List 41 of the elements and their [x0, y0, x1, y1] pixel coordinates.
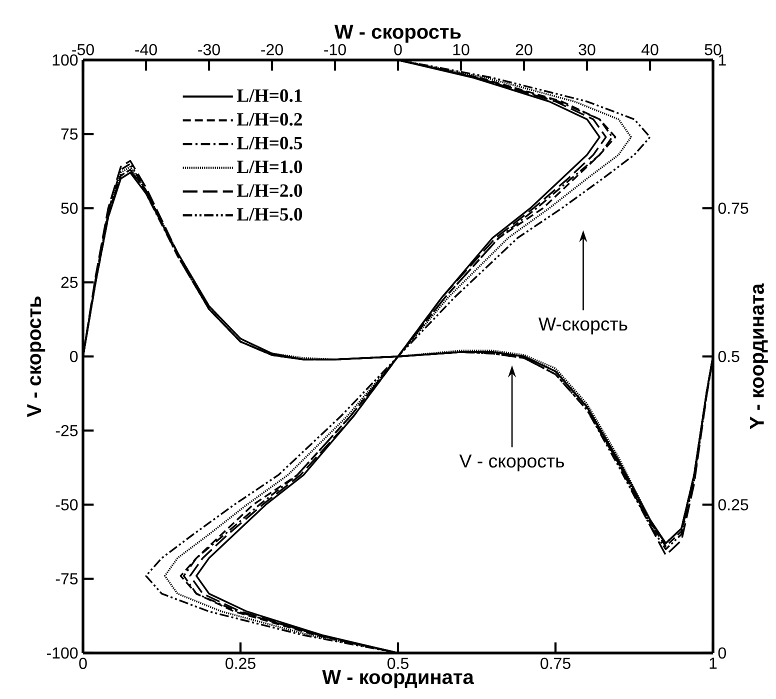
- y-tick-label: -75: [56, 573, 78, 584]
- x-tick-label: 0: [394, 44, 402, 56]
- legend-label: L/H=2.0: [236, 184, 302, 197]
- y-tick-label: 0: [718, 647, 726, 659]
- y-tick-label: 50: [61, 202, 78, 214]
- y-tick-label: -100: [46, 647, 78, 659]
- legend-label: L/H=5.0: [236, 208, 302, 221]
- y-tick-label: 25: [61, 276, 78, 288]
- x-tick-label: -30: [198, 44, 220, 56]
- y-axis-title: V - скорость: [27, 296, 46, 418]
- y-tick-label: 100: [52, 54, 78, 66]
- y-tick-label: 75: [61, 128, 78, 140]
- x-axis-title: W - скорость: [334, 24, 461, 43]
- y-tick-label: 1: [718, 54, 726, 66]
- x-tick-label: 0.5: [388, 658, 408, 670]
- x-tick-label: 0.75: [540, 658, 570, 670]
- x-axis-title: W - координата: [322, 670, 474, 688]
- legend-label: L/H=0.2: [236, 113, 302, 126]
- x-tick-label: -20: [261, 44, 283, 56]
- x-tick-label: 1: [710, 658, 717, 669]
- legend-label: L/H=1.0: [236, 160, 302, 174]
- legend-label: L/H=0.1: [236, 89, 302, 102]
- annotation: W-скорсть: [538, 318, 628, 334]
- x-tick-label: 40: [641, 44, 658, 56]
- y-axis-title: Y - координата: [750, 283, 768, 430]
- x-tick-label: 0.25: [226, 658, 256, 670]
- x-tick-label: -10: [324, 44, 346, 56]
- y-tick-label: 0.25: [718, 499, 748, 510]
- y-tick-label: 0: [70, 350, 78, 362]
- y-tick-label: 0.5: [718, 350, 740, 362]
- y-tick-label: -50: [56, 499, 78, 510]
- x-tick-label: -40: [135, 44, 157, 56]
- x-tick-label: 30: [578, 44, 596, 56]
- y-tick-label: 0.75: [718, 202, 748, 214]
- annotation: V - скорость: [459, 454, 564, 472]
- x-tick-label: 0: [79, 658, 87, 670]
- legend-label: L/H=0.5: [236, 136, 302, 150]
- y-tick-label: -25: [56, 424, 78, 436]
- x-tick-label: 20: [516, 44, 532, 56]
- x-tick-label: -50: [72, 44, 94, 56]
- x-tick-label: 10: [453, 44, 470, 56]
